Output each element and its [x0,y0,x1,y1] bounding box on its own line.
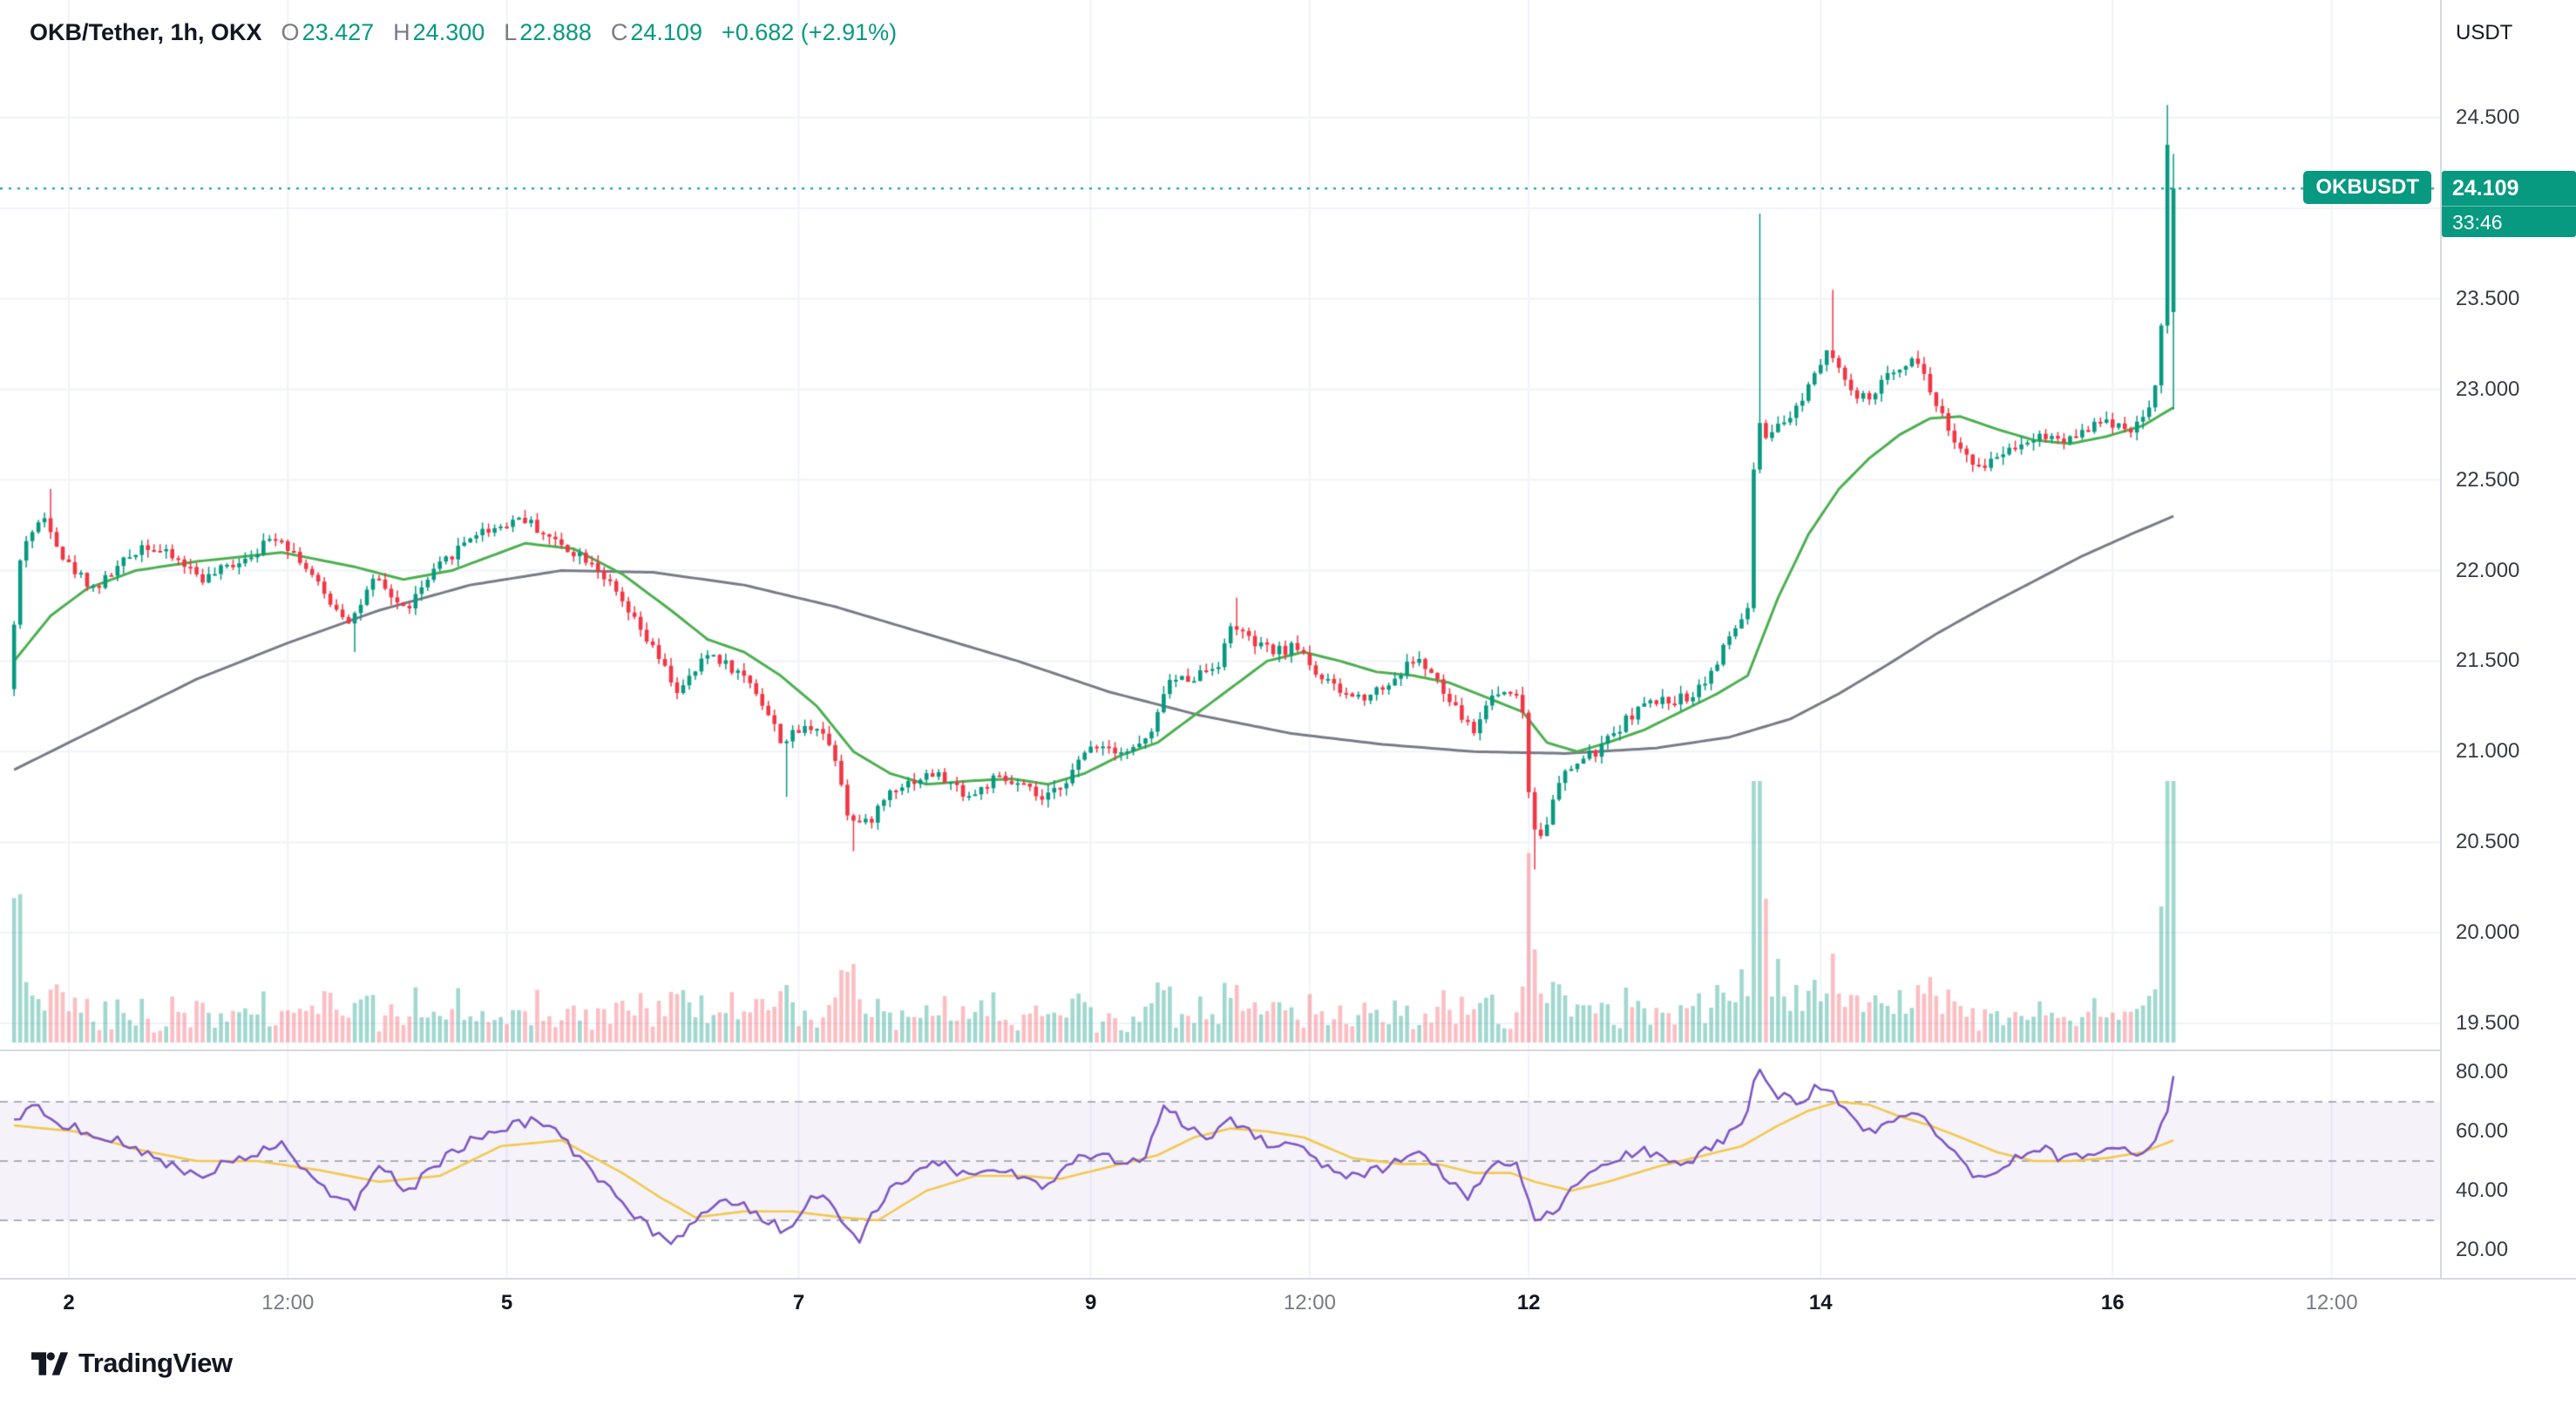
price-tick-label: 23.500 [2456,286,2520,310]
time-axis-label: 9 [1084,1291,1097,1314]
bar-countdown: 33:46 [2442,206,2576,238]
price-scale-unit: USDT [2456,21,2513,44]
pane-separator[interactable] [0,1049,2576,1051]
time-axis-label: 12 [1516,1291,1541,1314]
ohlc-l-value: 22.888 [519,19,592,45]
symbol-title[interactable]: OKB/Tether, 1h, OKX [30,19,262,45]
tradingview-attribution[interactable]: TradingView [31,1348,233,1379]
rsi-tick-label: 20.00 [2456,1238,2509,1261]
price-tick-label: 19.500 [2456,1011,2520,1035]
time-axis-label: 16 [2100,1291,2125,1314]
ohlc-c-value: 24.109 [630,19,702,45]
price-tick-label: 22.000 [2456,558,2520,582]
price-tick-label: 20.500 [2456,830,2520,854]
tradingview-logo-icon [31,1351,68,1375]
ohlc-l-label: L [504,19,518,45]
symbol-label-chip: OKBUSDT [2303,171,2431,205]
time-axis-label: 2 [63,1291,75,1314]
time-axis-label: 7 [792,1291,805,1314]
time-axis-label: 12:00 [1283,1291,1336,1314]
time-axis-label: 5 [500,1291,513,1314]
ohlc-o-value: 23.427 [302,19,375,45]
symbol-legend: OKB/Tether, 1h, OKX O 23.427 H 24.300 L 22.88… [30,19,897,46]
time-scale[interactable]: 2 12:00 5 7 9 12:00 12 14 16 12:00 [0,1278,2576,1327]
time-axis-label: 14 [1808,1291,1833,1314]
price-tick-label: 21.500 [2456,649,2520,673]
price-scale[interactable]: USDT 24.109 33:46 24.50024.00023.50023.0… [2440,0,2576,1278]
time-axis-label: 12:00 [2305,1291,2358,1314]
ohlc-o-label: O [281,19,300,45]
ohlc-values: O 23.427 H 24.300 L 22.888 C 24.109 [262,19,702,46]
last-price-value: 24.109 [2442,171,2576,207]
rsi-tick-label: 40.00 [2456,1178,2509,1202]
rsi-tick-label: 60.00 [2456,1119,2509,1143]
last-price-badge: 24.109 33:46 [2442,171,2576,238]
ohlc-c-label: C [610,19,628,45]
price-tick-label: 22.500 [2456,467,2520,492]
price-change: +0.682 (+2.91%) [721,19,898,45]
chart-plot-area[interactable] [0,0,2440,1278]
price-tick-label: 20.000 [2456,920,2520,945]
price-tick-label: 21.000 [2456,739,2520,764]
rsi-tick-label: 80.00 [2456,1060,2509,1083]
tradingview-brand-text: TradingView [78,1348,233,1378]
time-axis-label: 12:00 [261,1291,315,1314]
ohlc-h-label: H [393,19,410,45]
price-tick-label: 24.500 [2456,105,2520,129]
ohlc-h-value: 24.300 [412,19,485,45]
price-tick-label: 23.000 [2456,377,2520,401]
